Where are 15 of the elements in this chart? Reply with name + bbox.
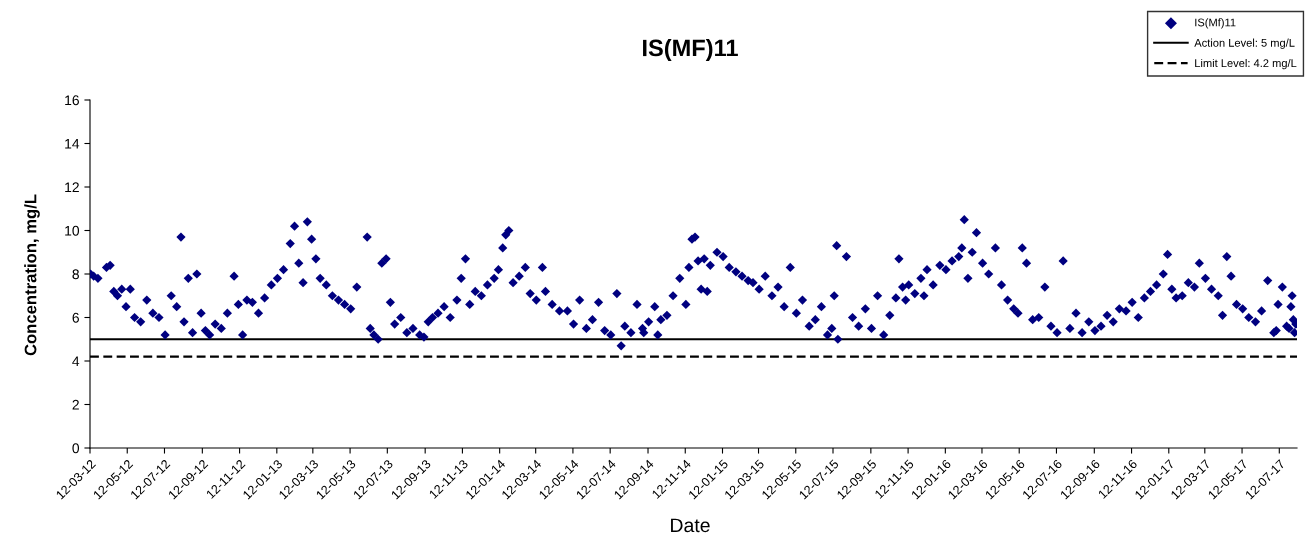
x-axis-title: Date (671, 518, 710, 533)
y-axis-title: Concentration, mg/L (24, 194, 40, 356)
y-tick-label: 6 (72, 312, 79, 323)
chart-title: IS(MF)11 (643, 39, 738, 61)
y-tick-label: 12 (65, 182, 79, 193)
y-tick-label: 10 (65, 225, 80, 236)
y-tick-label: 4 (72, 356, 80, 367)
y-tick-label: 0 (72, 443, 80, 454)
y-tick-label: 14 (65, 138, 80, 149)
y-tick-label: 8 (72, 269, 79, 280)
legend-label: Limit Level: 4.2 mg/L (1195, 58, 1297, 70)
y-tick-label: 16 (65, 95, 79, 106)
legend-label: Action Level: 5 mg/L (1194, 38, 1295, 49)
y-tick-label: 2 (72, 399, 79, 410)
legend-label: IS(Mf)11 (1195, 18, 1236, 29)
